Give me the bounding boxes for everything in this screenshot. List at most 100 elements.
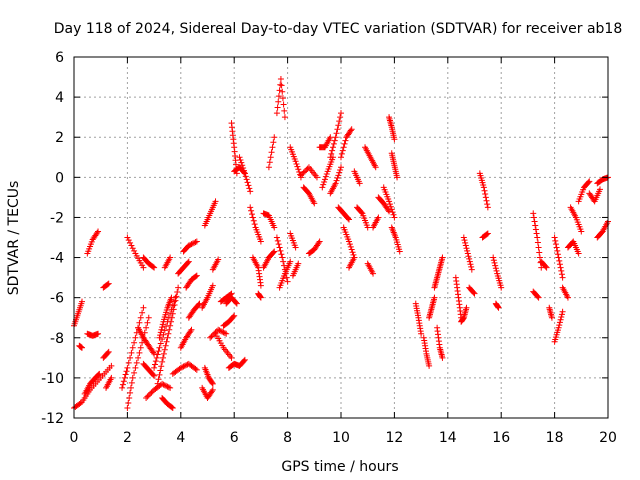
data-point (320, 181, 327, 188)
x-tick-labels: 0 2 4 6 8 10 12 14 16 18 20 (70, 430, 617, 446)
data-point (338, 164, 344, 171)
data-point (280, 101, 287, 108)
x-tick-label: 18 (546, 430, 564, 446)
series-ab18-arc-92 (551, 308, 566, 345)
data-point (531, 218, 538, 225)
data-point (279, 88, 286, 95)
data-point (168, 294, 175, 301)
data-point (271, 134, 278, 141)
data-point (279, 254, 286, 261)
data-point (154, 380, 161, 387)
data-point (125, 399, 132, 406)
data-point (193, 272, 200, 279)
data-point (104, 349, 111, 356)
data-point (121, 374, 128, 381)
chart-title: Day 118 of 2024, Sidereal Day-to-day VTE… (54, 21, 623, 37)
data-point (125, 359, 132, 366)
data-point (465, 253, 472, 260)
data-point (338, 110, 344, 117)
data-point (334, 126, 341, 133)
data-point (372, 164, 379, 171)
data-point (209, 379, 216, 386)
data-point (542, 263, 549, 270)
data-point (239, 162, 246, 169)
series-ab18-arc-06 (76, 342, 86, 351)
data-point (533, 230, 540, 237)
data-point (152, 358, 159, 365)
data-point (301, 168, 308, 175)
data-point (332, 134, 339, 141)
x-tick-label: 14 (439, 430, 457, 446)
series-ab18-arc-52 (287, 144, 304, 181)
series-ab18-arc-27 (183, 272, 200, 291)
data-point (144, 319, 151, 326)
data-point (185, 242, 192, 249)
data-point (179, 364, 186, 371)
series-ab18-arc-25 (177, 326, 195, 351)
data-point (556, 322, 563, 329)
series-ab18-arc-75 (412, 300, 425, 337)
series-ab18-arc-35 (217, 290, 235, 305)
series-ab18-arc-81 (458, 304, 470, 325)
data-point (192, 365, 199, 372)
data-point (136, 319, 143, 326)
series-ab18-arc-05 (84, 330, 102, 339)
data-point (127, 384, 134, 391)
data-point (534, 293, 541, 300)
data-point (349, 249, 356, 256)
data-point (156, 344, 163, 351)
series-ab18-arc-96 (567, 204, 585, 235)
data-point (356, 180, 363, 187)
data-point (137, 344, 144, 351)
data-point (172, 297, 179, 304)
data-point (471, 290, 478, 297)
data-point (128, 242, 135, 249)
data-point (281, 114, 288, 121)
data-point (280, 258, 287, 265)
data-point (144, 393, 151, 400)
data-point (135, 354, 142, 361)
data-point (151, 364, 158, 371)
data-point (157, 332, 164, 339)
data-point (95, 330, 102, 337)
data-point (345, 215, 352, 222)
data-point (333, 177, 340, 184)
data-point (464, 247, 471, 254)
data-point (295, 260, 302, 267)
data-point (558, 267, 565, 274)
data-point (167, 254, 174, 261)
data-point (153, 384, 160, 391)
data-point (552, 241, 559, 248)
data-point (247, 188, 254, 195)
data-point (555, 254, 562, 261)
data-point (217, 328, 224, 335)
data-point (460, 234, 467, 241)
series-ab18-arc-97 (575, 178, 593, 205)
data-point (160, 381, 167, 388)
data-point (267, 154, 274, 161)
data-point (491, 259, 498, 266)
series-ab18-arc-95 (564, 238, 582, 257)
data-point (439, 354, 446, 361)
data-point (493, 267, 500, 274)
data-point (169, 310, 176, 317)
y-tick-labels: -12 -10 -8 -6 -4 -2 0 2 4 6 (41, 50, 64, 427)
data-point (275, 93, 282, 100)
data-point (265, 164, 272, 171)
series-ab18-arc-47 (265, 134, 278, 171)
data-point (248, 207, 255, 214)
x-tick-label: 4 (176, 430, 185, 446)
data-point (189, 240, 196, 247)
data-point (483, 197, 490, 204)
data-point (122, 371, 129, 378)
data-point (558, 314, 565, 321)
data-point (270, 249, 277, 256)
data-point (196, 300, 203, 307)
data-point (387, 203, 394, 210)
data-point (127, 354, 134, 361)
data-point (156, 334, 163, 341)
data-point (316, 238, 323, 245)
data-point (104, 281, 111, 288)
data-point (232, 299, 239, 306)
